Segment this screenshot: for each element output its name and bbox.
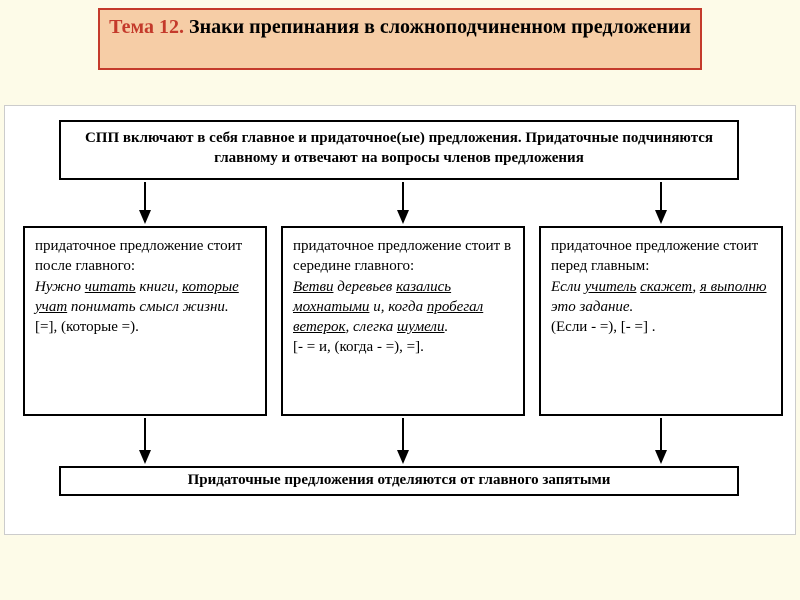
top-node-text: СПП включают в себя главное и придаточно…	[85, 130, 713, 166]
theme-text: Знаки препинания в сложноподчиненном пре…	[189, 16, 691, 38]
col2-example: Ветви деревьев казались мохнатыми и, ког…	[293, 277, 513, 338]
theme-label: Тема 12.	[109, 16, 184, 38]
col1-heading: придаточное предложение стоит после глав…	[35, 236, 255, 277]
column-2: придаточное предложение стоит в середине…	[281, 226, 525, 416]
diagram-region: СПП включают в себя главное и придаточно…	[4, 105, 796, 535]
col2-schema: [- = и, (когда - =), =].	[293, 337, 513, 357]
title-box: Тема 12. Знаки препинания в сложноподчин…	[98, 8, 702, 70]
column-1: придаточное предложение стоит после глав…	[23, 226, 267, 416]
col1-schema: [=], (которые =).	[35, 317, 255, 337]
col2-heading: придаточное предложение стоит в середине…	[293, 236, 513, 277]
bottom-node-text: Придаточные предложения отделяются от гл…	[188, 472, 611, 488]
bottom-node: Придаточные предложения отделяются от гл…	[59, 466, 739, 496]
col3-schema: (Если - =), [- =] .	[551, 317, 771, 337]
top-node: СПП включают в себя главное и придаточно…	[59, 120, 739, 180]
column-3: придаточное предложение стоит перед глав…	[539, 226, 783, 416]
col3-heading: придаточное предложение стоит перед глав…	[551, 236, 771, 277]
col1-example: Нужно читать книги, которые учат понимат…	[35, 277, 255, 318]
col3-example: Если учитель скажет, я выполню это задан…	[551, 277, 771, 318]
